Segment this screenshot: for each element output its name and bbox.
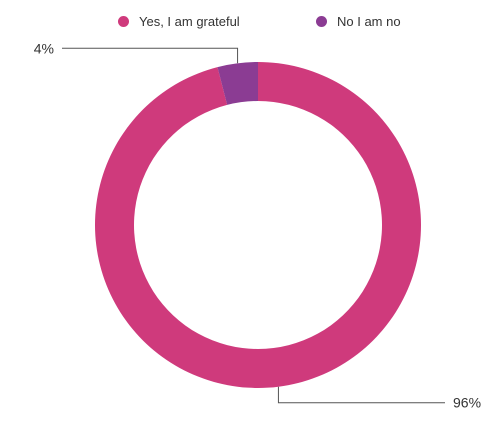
leader-line-1: [62, 47, 239, 64]
leader-line-0: [277, 386, 445, 404]
donut-slices: [94, 62, 421, 389]
data-labels: 96% 4%: [34, 40, 481, 410]
data-label-0: 96%: [453, 395, 481, 411]
legend-swatch-no: [316, 15, 327, 27]
legend-label-no: No I am no: [337, 13, 401, 29]
data-label-1: 4%: [34, 40, 54, 56]
legend-item-yes[interactable]: Yes, I am grateful: [118, 10, 240, 32]
legend-item-no[interactable]: No I am no: [316, 10, 401, 32]
donut-slice-0[interactable]: [94, 62, 421, 389]
legend-swatch-yes: [118, 15, 129, 27]
legend-label-yes: Yes, I am grateful: [139, 13, 240, 29]
leader-lines: [62, 47, 445, 404]
chart-legend: Yes, I am grateful No I am no: [0, 10, 502, 32]
donut-slice-1[interactable]: [217, 62, 258, 105]
